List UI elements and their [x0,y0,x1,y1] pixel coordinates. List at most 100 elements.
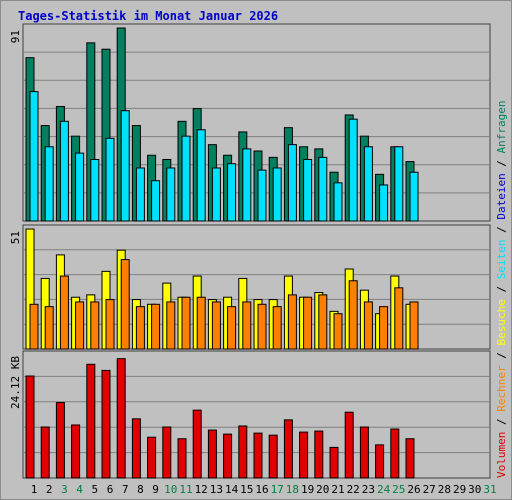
bar-volumen-day-14 [223,433,233,479]
bar-dateien-day-1 [29,91,39,222]
side-separator: / [495,153,508,173]
x-tick-label-7: 7 [122,483,129,496]
bar-dateien-day-15 [242,148,252,222]
x-tick-label-11: 11 [179,483,192,496]
bar-rechner-day-2 [44,306,54,350]
bar-volumen-day-2 [40,426,50,479]
bar-volumen-day-5 [86,363,96,479]
bar-volumen-day-23 [359,426,369,479]
bar-rechner-day-26 [409,301,419,350]
bar-rechner-day-23 [363,301,373,350]
bar-dateien-day-18 [287,144,297,222]
bar-volumen-day-7 [116,358,126,479]
bar-volumen-day-6 [101,369,111,479]
x-tick-label-5: 5 [91,483,98,496]
x-tick-label-10: 10 [164,483,177,496]
bar-dateien-day-11 [181,135,191,222]
x-tick-label-17: 17 [271,483,284,496]
bar-volumen-day-11 [177,438,187,479]
bar-volumen-day-21 [329,446,339,479]
bar-rechner-day-10 [166,301,176,350]
max-value-label: 24.12 KB [9,356,22,409]
x-tick-label-6: 6 [107,483,114,496]
x-tick-label-9: 9 [152,483,159,496]
x-tick-label-18: 18 [286,483,299,496]
side-separator: / [495,346,508,366]
x-tick-label-21: 21 [331,483,344,496]
bar-rechner-day-9 [151,303,161,350]
chart-title: Tages-Statistik im Monat Januar 2026 [18,9,278,23]
side-label-rechner: Rechner [495,365,508,412]
bar-dateien-day-25 [394,146,404,222]
x-tick-label-8: 8 [137,483,144,496]
x-tick-label-3: 3 [61,483,68,496]
x-tick-label-23: 23 [362,483,375,496]
bar-rechner-day-5 [90,301,100,350]
x-tick-label-19: 19 [301,483,314,496]
bar-volumen-day-3 [55,402,65,479]
bar-dateien-day-19 [303,158,313,222]
x-tick-label-22: 22 [347,483,360,496]
side-label-volumen: Volumen [495,432,508,478]
x-tick-label-25: 25 [392,483,405,496]
bar-dateien-day-21 [333,182,343,222]
bar-volumen-day-8 [131,418,141,479]
bar-rechner-day-15 [242,301,252,350]
bar-rechner-day-11 [181,296,191,350]
bar-dateien-day-16 [257,169,267,222]
side-legend-text: Volumen / Rechner / Besuche / Seiten / D… [495,100,508,478]
bar-rechner-day-12 [196,296,206,350]
bar-dateien-day-7 [120,110,130,222]
side-label-seiten: Seiten [495,240,508,280]
bar-volumen-day-17 [268,434,278,479]
bar-volumen-day-22 [344,411,354,479]
bar-dateien-day-10 [166,167,176,222]
bar-volumen-day-18 [283,419,293,479]
x-tick-label-24: 24 [377,483,391,496]
x-tick-label-2: 2 [46,483,53,496]
bar-volumen-day-15 [238,425,248,479]
bar-dateien-day-12 [196,129,206,222]
x-tick-label-30: 30 [468,483,481,496]
bar-dateien-day-14 [227,163,237,222]
x-tick-label-1: 1 [31,483,38,496]
bar-rechner-day-19 [303,296,313,350]
panel-seiten-besuche-rechner: 51 [9,224,491,350]
side-legend: Volumen / Rechner / Besuche / Seiten / D… [495,100,508,478]
bar-dateien-day-3 [59,120,69,222]
bar-volumen-day-12 [192,409,202,479]
side-label-dateien: Dateien [495,173,508,219]
bar-volumen-day-20 [314,430,324,479]
panel-volumen: 24.12 KB [9,350,491,479]
bar-dateien-day-20 [318,156,328,222]
x-tick-label-13: 13 [210,483,223,496]
bar-dateien-day-5 [90,158,100,222]
bar-dateien-day-22 [348,118,358,222]
bar-volumen-day-19 [299,431,309,479]
side-separator: / [495,220,508,240]
bar-volumen-day-9 [147,436,157,479]
bar-dateien-day-6 [105,137,115,222]
bar-rechner-day-17 [272,306,282,350]
bar-rechner-day-3 [59,275,69,350]
bar-rechner-day-21 [333,313,343,350]
bar-dateien-day-17 [272,167,282,222]
bar-dateien-day-4 [75,152,85,222]
bar-volumen-day-4 [71,424,81,479]
bar-dateien-day-2 [44,146,54,222]
x-tick-label-20: 20 [316,483,329,496]
bar-rechner-day-4 [75,301,85,350]
bar-dateien-day-24 [379,184,389,222]
max-value-label: 91 [9,30,22,43]
bar-rechner-day-16 [257,303,267,350]
side-separator: / [495,412,508,432]
bar-rechner-day-20 [318,294,328,350]
x-tick-label-14: 14 [225,483,239,496]
panel-anfragen-dateien: 91 [9,23,491,222]
bar-rechner-day-14 [227,306,237,350]
bar-dateien-day-26 [409,171,419,222]
bar-volumen-day-10 [162,426,172,479]
x-tick-label-4: 4 [76,483,83,496]
x-tick-label-12: 12 [195,483,208,496]
